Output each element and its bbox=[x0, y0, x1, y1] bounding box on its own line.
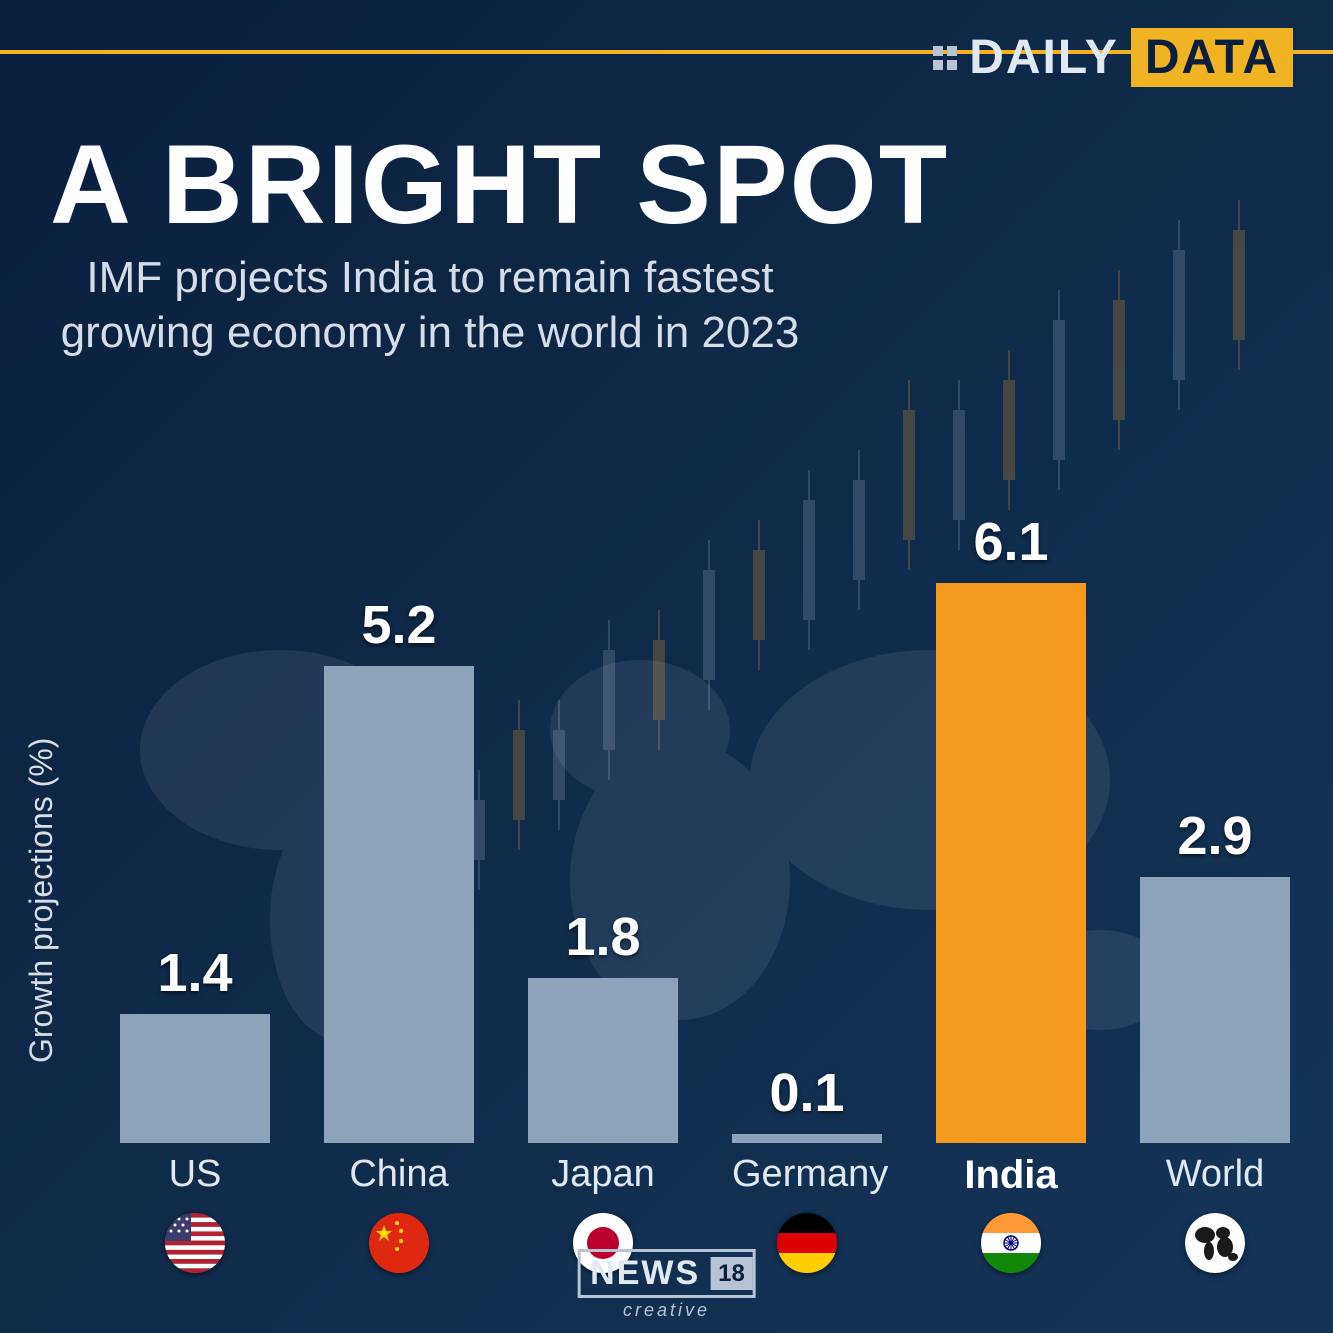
infographic-subtitle: IMF projects India to remain fastest gro… bbox=[60, 250, 800, 360]
x-axis-labels: US China Japan Germany India World bbox=[120, 1153, 1290, 1198]
bar-group: 1.4 bbox=[120, 942, 270, 1143]
footer-tagline: creative bbox=[577, 1300, 756, 1321]
brand-dots-icon bbox=[933, 46, 957, 70]
us-flag-icon bbox=[165, 1213, 225, 1273]
y-axis-label: Growth projections (%) bbox=[23, 738, 60, 1063]
bar-group: 1.8 bbox=[528, 906, 678, 1143]
x-axis-label: China bbox=[324, 1153, 474, 1198]
flag-container bbox=[324, 1213, 474, 1273]
bar-group: 6.1 bbox=[936, 511, 1086, 1143]
footer-logo-text: NEWS bbox=[580, 1252, 710, 1295]
flag-container bbox=[936, 1213, 1086, 1273]
bar-group: 5.2 bbox=[324, 594, 474, 1143]
x-axis-label: Japan bbox=[528, 1153, 678, 1198]
bar-rect bbox=[324, 666, 474, 1143]
brand-badge: DAILY DATA bbox=[933, 28, 1293, 87]
bar-value-label: 2.9 bbox=[1177, 805, 1252, 867]
bar-value-label: 5.2 bbox=[361, 594, 436, 656]
brand-word-1: DAILY bbox=[969, 30, 1119, 85]
infographic-title: A BRIGHT SPOT bbox=[50, 120, 949, 249]
bar-group: 0.1 bbox=[732, 1062, 882, 1143]
world-flag-icon bbox=[1185, 1213, 1245, 1273]
growth-bar-chart: Growth projections (%) 1.4 5.2 1.8 0.1 6… bbox=[120, 503, 1290, 1143]
footer-logo: NEWS 18 creative bbox=[577, 1249, 756, 1321]
bar-group: 2.9 bbox=[1140, 805, 1290, 1143]
china-flag-icon bbox=[369, 1213, 429, 1273]
x-axis-label: Germany bbox=[732, 1153, 882, 1198]
bar-value-label: 1.8 bbox=[565, 906, 640, 968]
bar-rect bbox=[528, 978, 678, 1143]
x-axis-label: US bbox=[120, 1153, 270, 1198]
bar-rect bbox=[1140, 877, 1290, 1143]
bar-rect bbox=[120, 1014, 270, 1143]
bar-value-label: 0.1 bbox=[769, 1062, 844, 1124]
x-axis-label: India bbox=[936, 1153, 1086, 1198]
flag-container bbox=[1140, 1213, 1290, 1273]
germany-flag-icon bbox=[777, 1213, 837, 1273]
brand-word-2: DATA bbox=[1131, 28, 1293, 87]
flag-container bbox=[120, 1213, 270, 1273]
footer-logo-number: 18 bbox=[710, 1257, 753, 1291]
india-flag-icon bbox=[981, 1213, 1041, 1273]
x-axis-label: World bbox=[1140, 1153, 1290, 1198]
bar-rect bbox=[732, 1134, 882, 1143]
bar-rect bbox=[936, 583, 1086, 1143]
bar-value-label: 1.4 bbox=[157, 942, 232, 1004]
bar-value-label: 6.1 bbox=[973, 511, 1048, 573]
